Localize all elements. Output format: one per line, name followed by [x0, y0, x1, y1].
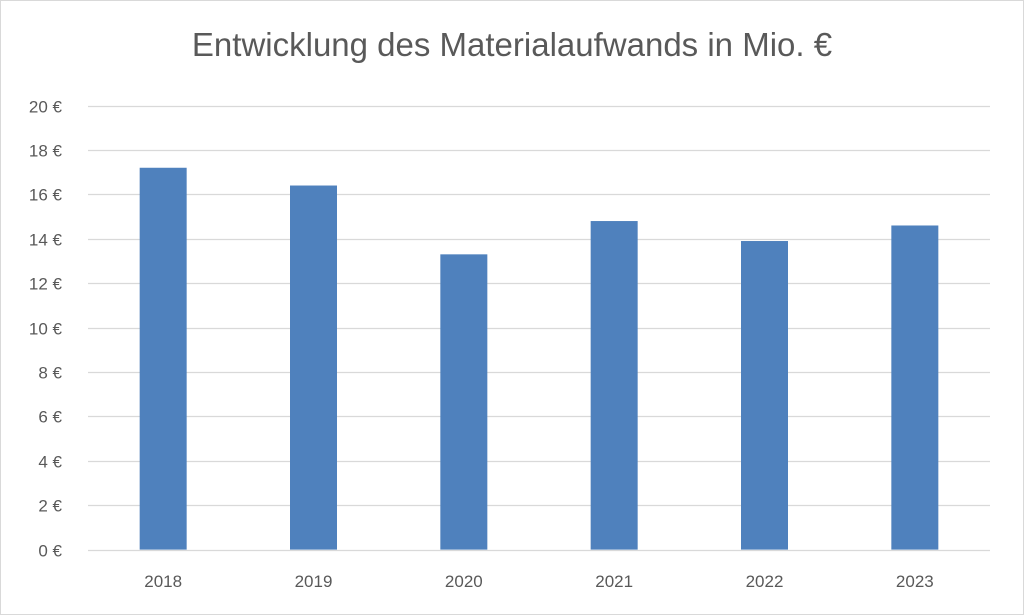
x-tick-label: 2021: [595, 572, 633, 591]
y-tick-label: 18 €: [29, 142, 63, 161]
bar-2022: [741, 241, 788, 550]
chart-title: Entwicklung des Materialaufwands in Mio.…: [191, 26, 833, 63]
x-tick-label: 2020: [445, 572, 483, 591]
x-tick-label: 2022: [746, 572, 784, 591]
x-tick-label: 2023: [896, 572, 934, 591]
bar-2023: [891, 225, 939, 550]
y-tick-label: 4 €: [38, 453, 62, 472]
y-tick-label: 6 €: [38, 408, 62, 427]
y-tick-label: 12 €: [29, 275, 63, 294]
y-tick-label: 2 €: [38, 497, 62, 516]
bar-2021: [590, 221, 638, 550]
bar-2018: [139, 167, 187, 550]
bar-2020: [440, 254, 488, 550]
y-tick-label: 14 €: [29, 231, 63, 250]
x-tick-label: 2019: [295, 572, 333, 591]
y-tick-label: 0 €: [38, 542, 62, 561]
y-tick-label: 16 €: [29, 186, 63, 205]
bar-2019: [290, 185, 337, 550]
x-tick-label: 2018: [144, 572, 182, 591]
y-tick-label: 10 €: [29, 320, 63, 339]
y-tick-label: 20 €: [29, 98, 63, 117]
y-tick-label: 8 €: [38, 364, 62, 383]
